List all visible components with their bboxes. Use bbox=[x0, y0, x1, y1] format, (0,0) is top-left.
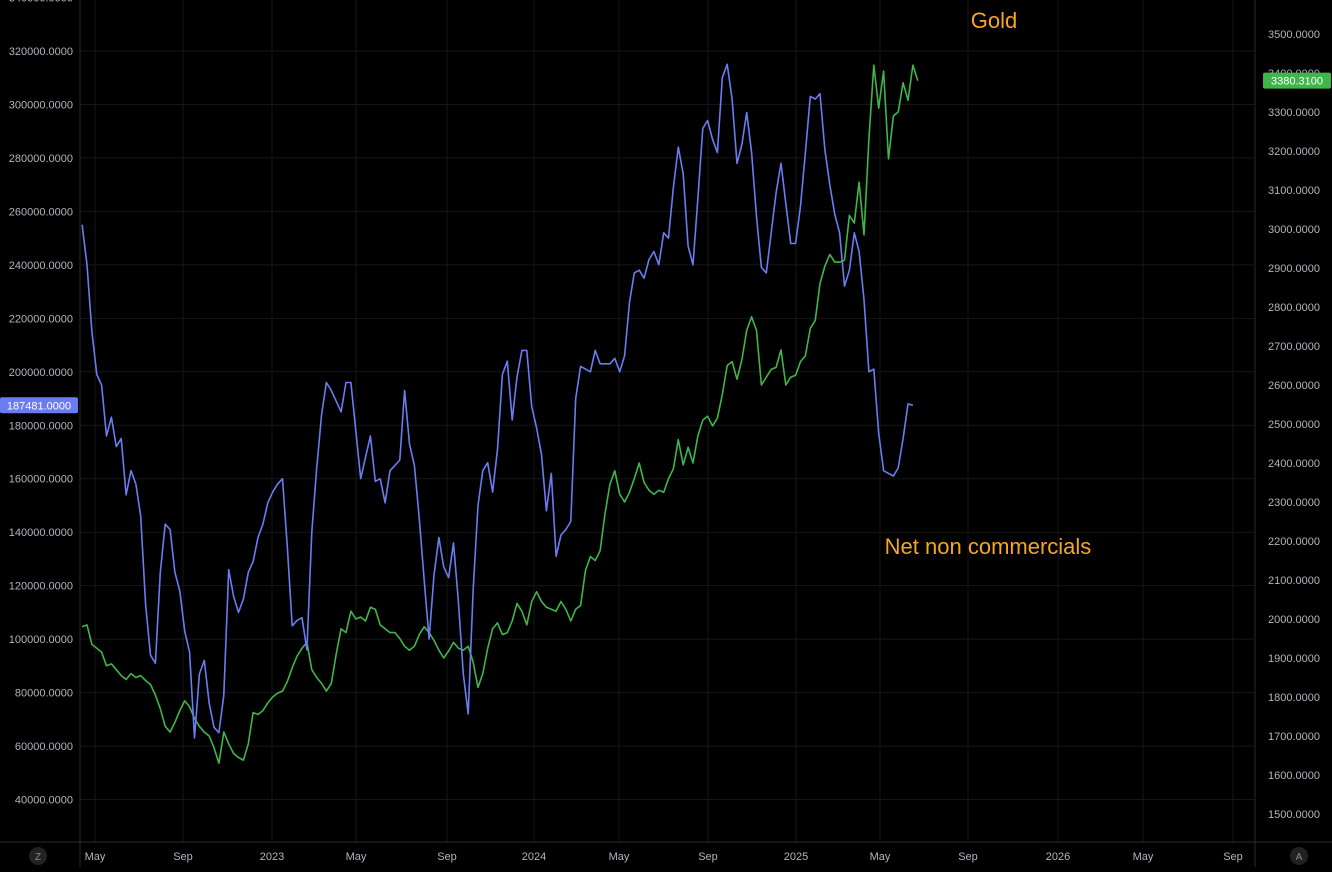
left-tick-label: 120000.0000 bbox=[9, 581, 73, 593]
reset-left-button-label[interactable]: Z bbox=[35, 852, 41, 863]
right-tick-label: 2400.0000 bbox=[1268, 458, 1320, 470]
left-tick-label: 320000.0000 bbox=[9, 46, 73, 58]
right-tick-label: 2900.0000 bbox=[1268, 263, 1320, 275]
right-tick-label: 3000.0000 bbox=[1268, 224, 1320, 236]
gold-last-value-badge bbox=[1263, 72, 1331, 89]
x-tick-label: Sep bbox=[698, 851, 718, 863]
auto-scale-button[interactable]: A bbox=[1290, 847, 1308, 865]
auto-scale-button-label[interactable]: A bbox=[1296, 852, 1303, 863]
x-tick-label: May bbox=[1133, 851, 1154, 863]
right-tick-label: 3300.0000 bbox=[1268, 107, 1320, 119]
net-last-value-label: 187481.0000 bbox=[7, 400, 71, 412]
x-tick-label: 2026 bbox=[1046, 851, 1070, 863]
grid-layer bbox=[80, 0, 1255, 842]
reset-left-button-bg[interactable] bbox=[29, 847, 47, 865]
gold-annotation: Gold bbox=[971, 8, 1017, 33]
net-non-commercials-annotation: Net non commercials bbox=[885, 534, 1092, 559]
right-tick-label: 2200.0000 bbox=[1268, 536, 1320, 548]
left-tick-label: 180000.0000 bbox=[9, 420, 73, 432]
right-tick-label: 1700.0000 bbox=[1268, 731, 1320, 743]
series-layer bbox=[81, 63, 919, 765]
left-tick-label: 60000.0000 bbox=[15, 741, 73, 753]
left-tick-label: 220000.0000 bbox=[9, 313, 73, 325]
x-tick-label: 2024 bbox=[522, 851, 546, 863]
left-tick-label: 100000.0000 bbox=[9, 634, 73, 646]
reset-left-button[interactable]: Z bbox=[29, 847, 47, 865]
left-tick-label: 300000.0000 bbox=[9, 99, 73, 111]
x-tick-label: Sep bbox=[173, 851, 193, 863]
left-tick-label: 160000.0000 bbox=[9, 474, 73, 486]
x-tick-label: Sep bbox=[958, 851, 978, 863]
right-tick-label: 2500.0000 bbox=[1268, 419, 1320, 431]
right-tick-label: 2600.0000 bbox=[1268, 380, 1320, 392]
x-tick-label: 2025 bbox=[784, 851, 808, 863]
left-tick-label: 260000.0000 bbox=[9, 206, 73, 218]
x-tick-label: May bbox=[346, 851, 367, 863]
right-tick-label: 2100.0000 bbox=[1268, 575, 1320, 587]
right-tick-label: 1600.0000 bbox=[1268, 770, 1320, 782]
left-tick-label: 240000.0000 bbox=[9, 260, 73, 272]
x-tick-label: May bbox=[870, 851, 891, 863]
x-tick-label: Sep bbox=[1223, 851, 1243, 863]
badge-layer: 187481.0000 3380.3100 bbox=[0, 72, 1331, 414]
right-tick-label: 2000.0000 bbox=[1268, 614, 1320, 626]
right-tick-label: 2800.0000 bbox=[1268, 302, 1320, 314]
right-tick-label: 1500.0000 bbox=[1268, 809, 1320, 821]
right-tick-label: 1900.0000 bbox=[1268, 653, 1320, 665]
right-tick-label: 3200.0000 bbox=[1268, 146, 1320, 158]
net-non-commercials-line bbox=[81, 63, 914, 739]
left-tick-label: 280000.0000 bbox=[9, 153, 73, 165]
gold-last-value-label: 3380.3100 bbox=[1271, 76, 1323, 88]
right-tick-label: 2300.0000 bbox=[1268, 497, 1320, 509]
gold-price-line bbox=[81, 64, 919, 765]
auto-scale-button-bg[interactable] bbox=[1290, 847, 1308, 865]
left-tick-label: 340000.0000 bbox=[9, 0, 73, 5]
right-tick-label: 3600.0000 bbox=[1268, 0, 1320, 2]
right-tick-label: 3500.0000 bbox=[1268, 29, 1320, 41]
net-last-value-badge bbox=[0, 397, 78, 414]
left-tick-label: 80000.0000 bbox=[15, 688, 73, 700]
right-tick-label: 2700.0000 bbox=[1268, 341, 1320, 353]
x-tick-label: May bbox=[609, 851, 630, 863]
x-tick-label: 2023 bbox=[260, 851, 284, 863]
left-tick-label: 200000.0000 bbox=[9, 367, 73, 379]
left-tick-label: 40000.0000 bbox=[15, 795, 73, 807]
x-tick-label: May bbox=[85, 851, 106, 863]
right-tick-label: 1800.0000 bbox=[1268, 692, 1320, 704]
x-tick-label: Sep bbox=[437, 851, 457, 863]
left-tick-label: 140000.0000 bbox=[9, 527, 73, 539]
right-tick-label: 3100.0000 bbox=[1268, 185, 1320, 197]
